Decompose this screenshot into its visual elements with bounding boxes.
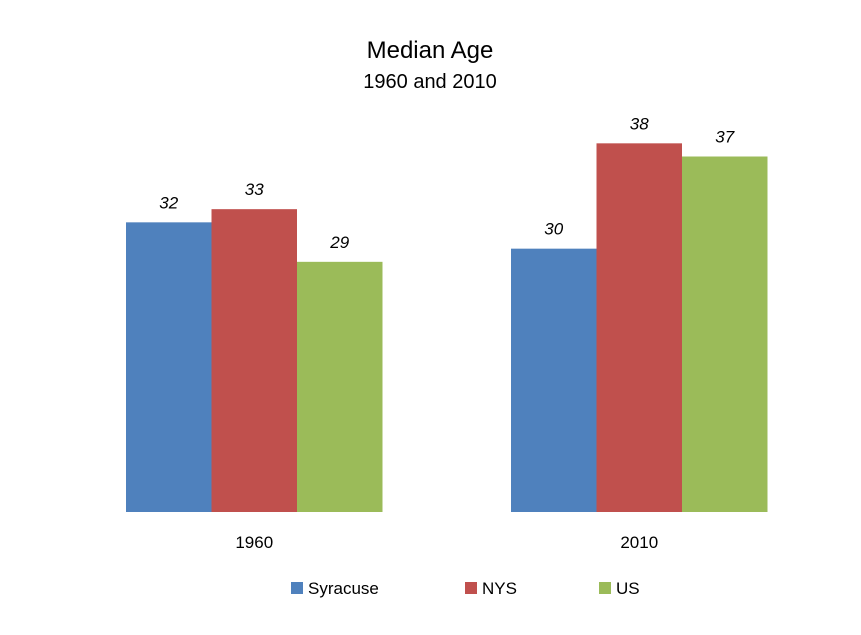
legend-label-nys: NYS bbox=[482, 579, 517, 598]
chart-subtitle: 1960 and 2010 bbox=[363, 71, 496, 93]
data-label-syracuse-1960: 32 bbox=[159, 193, 178, 212]
legend-swatch-us bbox=[599, 582, 611, 594]
data-label-us-1960: 29 bbox=[329, 233, 349, 252]
bar-nys-2010 bbox=[596, 143, 682, 513]
bar-us-1960 bbox=[297, 261, 383, 512]
bar-us-2010 bbox=[682, 156, 768, 512]
data-label-us-2010: 37 bbox=[715, 128, 734, 147]
legend-swatch-syracuse bbox=[291, 582, 303, 594]
legend: Syracuse NYS US bbox=[291, 579, 640, 598]
data-label-nys-2010: 38 bbox=[630, 114, 649, 133]
legend-label-us: US bbox=[616, 579, 640, 598]
x-tick-label-2010: 2010 bbox=[620, 533, 658, 552]
data-label-nys-1960: 33 bbox=[245, 180, 264, 199]
chart-title: Median Age bbox=[367, 37, 494, 64]
legend-label-syracuse: Syracuse bbox=[308, 579, 379, 598]
x-axis: 1960 2010 bbox=[235, 533, 658, 552]
data-labels-layer: 32 33 29 30 38 37 bbox=[159, 114, 734, 252]
bar-syracuse-1960 bbox=[126, 222, 212, 513]
legend-swatch-nys bbox=[465, 582, 477, 594]
bar-syracuse-2010 bbox=[511, 248, 597, 512]
x-tick-label-1960: 1960 bbox=[235, 533, 273, 552]
bars-layer bbox=[126, 143, 768, 513]
data-label-syracuse-2010: 30 bbox=[544, 220, 563, 239]
bar-nys-1960 bbox=[211, 209, 297, 512]
